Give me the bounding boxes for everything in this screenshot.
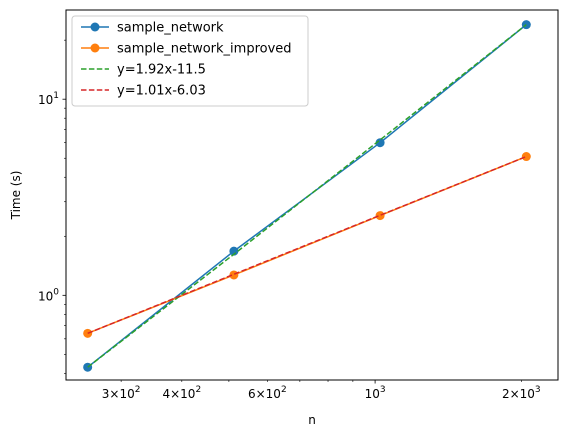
tick-label-exponent: 1 [53, 91, 59, 101]
tick-label-exponent: 3 [535, 385, 541, 395]
y-tick-label: 100 [38, 287, 59, 303]
legend-label-3: y=1.01x-6.03 [117, 84, 206, 99]
x-tick-label: 103 [365, 385, 386, 401]
x-tick-label: 6×102 [248, 385, 287, 401]
series-1-point [375, 211, 385, 221]
tick-label-exponent: 0 [53, 287, 59, 297]
legend-marker-1 [90, 43, 100, 53]
tick-label-times: × [510, 387, 520, 401]
tick-label-base: 10 [266, 387, 281, 401]
tick-label-base: 10 [365, 387, 380, 401]
series-0-point [375, 138, 385, 148]
tick-label-base: 10 [180, 387, 195, 401]
x-tick-label: 2×103 [502, 385, 541, 401]
x-tick-label: 3×102 [102, 385, 141, 401]
tick-label-times: × [109, 387, 119, 401]
tick-label-times: × [256, 387, 266, 401]
tick-label-mantissa: 6 [248, 387, 256, 401]
legend: sample_network sample_network_improved y=1… [71, 15, 309, 107]
series-0-point [521, 20, 531, 30]
tick-label-mantissa: 4 [162, 387, 170, 401]
tick-label-exponent: 2 [195, 385, 201, 395]
tick-label-times: × [170, 387, 180, 401]
tick-label-exponent: 2 [281, 385, 287, 395]
series-line-2 [87, 24, 527, 368]
tick-label-exponent: 3 [380, 385, 386, 395]
tick-label-base: 10 [119, 387, 134, 401]
legend-label-1: sample_network_improved [117, 42, 292, 57]
series-1-point [521, 152, 531, 162]
series-line-1 [87, 155, 527, 335]
plot-frame [65, 9, 559, 381]
legend-label-2: y=1.92x-11.5 [117, 63, 206, 78]
legend-marker-0 [90, 22, 100, 32]
series-layer [83, 20, 531, 372]
tick-label-base: 10 [38, 93, 53, 107]
y-tick-label: 101 [38, 91, 59, 107]
x-tick-label: 4×102 [162, 385, 201, 401]
tick-label-base: 10 [520, 387, 535, 401]
y-axis-label: Time (s) [9, 171, 23, 221]
legend-label-0: sample_network [117, 21, 224, 36]
tick-label-mantissa: 2 [502, 387, 510, 401]
series-1-point [83, 328, 93, 338]
x-axis-label: n [308, 413, 316, 427]
tick-label-base: 10 [38, 289, 53, 303]
tick-label-mantissa: 3 [102, 387, 110, 401]
tick-label-exponent: 2 [135, 385, 141, 395]
legend-box [71, 15, 309, 107]
